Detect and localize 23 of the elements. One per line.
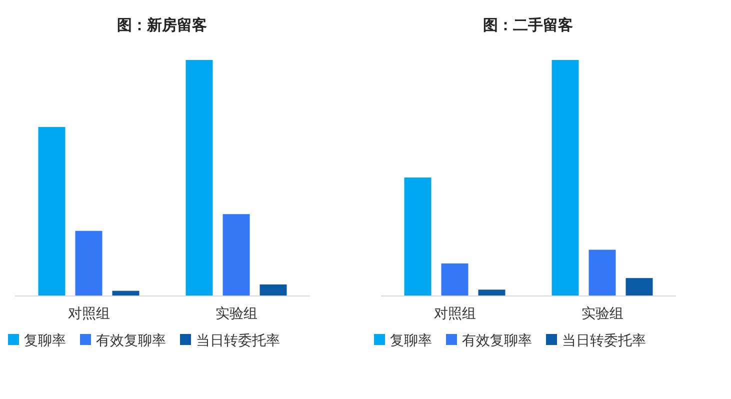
bar	[552, 60, 579, 296]
bar	[441, 263, 468, 296]
bar	[75, 230, 102, 296]
bar	[186, 60, 213, 296]
bar	[260, 284, 287, 296]
bar	[404, 178, 432, 296]
bar	[588, 250, 616, 296]
bar	[222, 214, 250, 296]
bar	[38, 127, 66, 296]
x-tick-label: 实验组	[581, 306, 624, 322]
x-tick-label: 对照组	[434, 306, 476, 322]
bar	[478, 290, 506, 296]
x-tick-label: 对照组	[68, 306, 110, 322]
legend-label: 复聊率	[24, 333, 66, 349]
bar	[626, 278, 653, 296]
legend-label: 有效复聊率	[462, 333, 532, 349]
legend-label: 有效复聊率	[96, 333, 166, 349]
chart-title: 图：新房留客	[117, 16, 207, 34]
legend-label: 当日转委托率	[196, 333, 280, 349]
x-tick-label: 实验组	[215, 306, 258, 322]
legend-label: 复聊率	[390, 333, 432, 349]
legend-label: 当日转委托率	[562, 333, 646, 349]
chart-title: 图：二手留客	[483, 16, 573, 34]
